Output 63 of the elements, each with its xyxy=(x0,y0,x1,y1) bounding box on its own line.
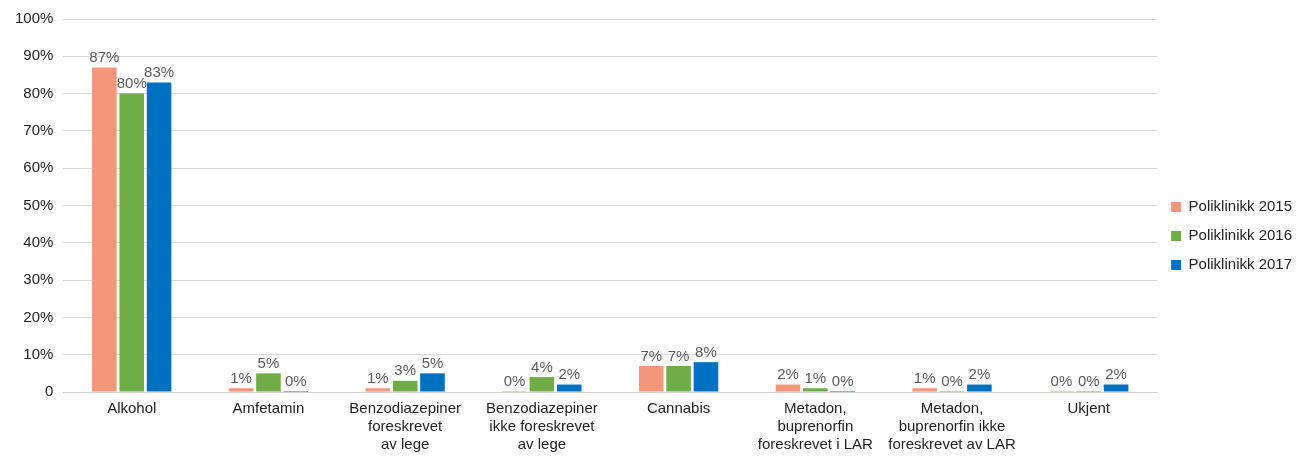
data-label: 0% xyxy=(284,371,307,389)
data-label: 2% xyxy=(968,365,991,383)
data-label: 0% xyxy=(1077,371,1100,389)
y-tick-label: 90% xyxy=(23,46,54,64)
y-tick-label: 80% xyxy=(23,83,54,101)
bar xyxy=(775,384,801,392)
data-label: 0% xyxy=(831,371,854,389)
data-label: 3% xyxy=(394,361,416,379)
y-tick-label: 40% xyxy=(23,232,54,250)
legend-label: Poliklinikk 2016 xyxy=(1188,226,1292,244)
x-tick-label: Metadon, buprenorfin ikke foreskrevet av LAR xyxy=(888,399,1016,453)
bar xyxy=(666,365,691,392)
x-tick-label: Ukjent xyxy=(1067,399,1111,417)
y-tick-label: 10% xyxy=(23,344,54,362)
bar xyxy=(693,362,719,392)
bar xyxy=(228,388,254,392)
y-tick-label: 60% xyxy=(23,158,54,176)
data-label: 83% xyxy=(144,63,175,81)
y-tick-label: 70% xyxy=(23,121,54,139)
data-label: 1% xyxy=(913,368,936,386)
x-tick-label: Benzodiazepiner foreskrevet av lege xyxy=(349,399,462,453)
data-label: 1% xyxy=(230,368,252,386)
bar xyxy=(365,388,391,392)
data-label: 0% xyxy=(1050,371,1073,389)
data-label: 7% xyxy=(640,346,663,364)
data-label: 2% xyxy=(1105,365,1127,383)
y-tick-label: 0 xyxy=(45,382,54,400)
data-label: 87% xyxy=(89,48,120,66)
y-tick-label: 30% xyxy=(23,270,54,288)
data-label: 5% xyxy=(257,353,280,371)
bar xyxy=(529,377,555,392)
y-tick-label: 20% xyxy=(23,307,54,325)
data-label: 1% xyxy=(366,368,389,386)
data-label: 1% xyxy=(804,368,827,386)
x-tick-label: Metadon, buprenorfin foreskrevet i LAR xyxy=(757,399,873,453)
bar xyxy=(92,67,117,392)
bar xyxy=(1103,384,1129,392)
x-tick-label: Cannabis xyxy=(646,399,711,417)
data-label: 0% xyxy=(503,371,526,389)
bar xyxy=(912,388,937,392)
data-label: 5% xyxy=(421,353,444,371)
bar xyxy=(256,373,281,392)
bar xyxy=(146,82,172,392)
legend-label: Poliklinikk 2017 xyxy=(1188,255,1292,273)
bar xyxy=(803,388,828,392)
x-tick-label: Benzodiazepiner ikke foreskrevet av lege xyxy=(486,399,598,453)
data-label: 2% xyxy=(777,365,799,383)
bar xyxy=(967,384,992,392)
data-label: 0% xyxy=(941,371,963,389)
data-label: 4% xyxy=(531,357,553,375)
data-label: 8% xyxy=(695,342,717,360)
bar xyxy=(556,384,582,392)
x-tick-label: Amfetamin xyxy=(232,399,305,417)
bar xyxy=(638,365,664,392)
data-label: 7% xyxy=(667,346,690,364)
legend-label: Poliklinikk 2015 xyxy=(1188,197,1292,215)
data-label: 2% xyxy=(558,365,581,383)
x-tick-label: Alkohol xyxy=(107,399,157,417)
bar xyxy=(119,93,145,392)
bar xyxy=(420,373,445,392)
y-tick-label: 100% xyxy=(14,9,54,27)
y-tick-label: 50% xyxy=(23,195,54,213)
bar xyxy=(392,380,418,392)
